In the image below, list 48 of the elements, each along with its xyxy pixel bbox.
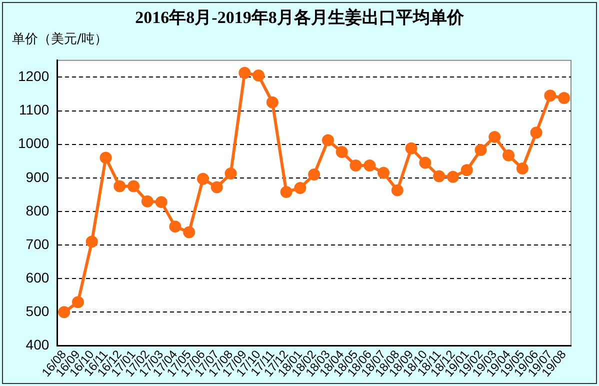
point bbox=[558, 92, 570, 104]
y-tick-label: 800 bbox=[26, 202, 50, 218]
point bbox=[155, 196, 168, 208]
point bbox=[419, 156, 432, 169]
chart-title: 2016年8月-2019年8月各月生姜出口平均单价 bbox=[134, 6, 465, 29]
y-tick-label: 400 bbox=[26, 336, 50, 353]
point bbox=[433, 170, 446, 182]
point bbox=[58, 306, 70, 318]
point bbox=[336, 146, 348, 158]
point bbox=[322, 134, 334, 146]
point bbox=[460, 164, 473, 176]
point bbox=[405, 142, 418, 154]
point bbox=[544, 90, 556, 102]
point bbox=[474, 144, 487, 156]
point bbox=[128, 180, 140, 192]
point bbox=[266, 96, 278, 108]
y-tick-label: 1100 bbox=[19, 102, 50, 118]
point bbox=[210, 181, 223, 194]
point bbox=[169, 220, 182, 233]
point bbox=[308, 168, 320, 181]
point bbox=[294, 182, 306, 194]
y-tick-label: 900 bbox=[26, 168, 50, 185]
point bbox=[196, 172, 209, 185]
y-tick-label: 700 bbox=[26, 236, 50, 252]
y-axis-title: 单价（美元/吨） bbox=[12, 31, 108, 48]
point bbox=[364, 159, 376, 172]
point bbox=[530, 126, 542, 139]
y-tick-label: 600 bbox=[26, 269, 50, 286]
y-tick-label: 1200 bbox=[18, 68, 50, 84]
point bbox=[72, 296, 84, 308]
point bbox=[252, 70, 265, 82]
point bbox=[114, 180, 126, 192]
point bbox=[280, 186, 292, 198]
point bbox=[141, 195, 154, 208]
point bbox=[391, 184, 404, 196]
point bbox=[100, 152, 112, 164]
point bbox=[378, 166, 390, 179]
point bbox=[502, 149, 515, 162]
y-tick-label: 500 bbox=[26, 303, 50, 320]
point bbox=[516, 162, 528, 174]
point bbox=[183, 226, 196, 238]
y-tick-label: 1000 bbox=[18, 135, 50, 152]
point bbox=[224, 168, 237, 180]
point bbox=[86, 236, 98, 248]
point bbox=[488, 130, 501, 143]
point bbox=[350, 159, 362, 172]
point bbox=[238, 66, 251, 79]
point bbox=[446, 170, 459, 183]
